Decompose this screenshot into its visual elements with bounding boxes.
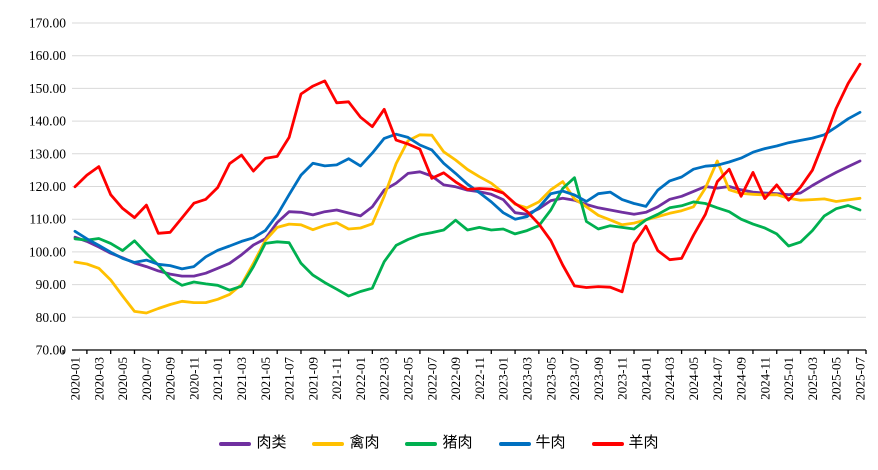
legend-label-mutton: 羊肉 (628, 435, 659, 451)
x-axis-label: 2025-03 (805, 357, 820, 400)
y-axis-label: 140.00 (29, 114, 66, 129)
y-axis-label: 70.00 (36, 343, 67, 358)
x-axis-label: 2021-01 (210, 357, 225, 400)
x-axis-label: 2021-09 (305, 357, 320, 400)
x-axis-label: 2023-03 (519, 357, 534, 400)
y-axis-label: 110.00 (29, 212, 66, 227)
x-axis-label: 2020-07 (139, 357, 154, 401)
x-axis-label: 2024-01 (638, 357, 653, 400)
x-axis-label: 2024-09 (734, 357, 749, 400)
x-axis-label: 2022-01 (353, 357, 368, 400)
y-axis-label: 100.00 (29, 244, 66, 259)
legend-item-mutton: 羊肉 (591, 435, 659, 451)
legend-label-pork: 猪肉 (442, 435, 473, 451)
x-axis-label: 2023-11 (615, 357, 630, 400)
x-axis-label: 2020-09 (163, 357, 178, 400)
x-axis-label: 2021-07 (282, 357, 297, 401)
y-axis-label: 120.00 (29, 179, 66, 194)
x-axis-label: 2023-09 (591, 357, 606, 400)
x-axis-label: 2020-11 (186, 357, 201, 400)
series-line-pork (73, 176, 862, 298)
x-axis-label: 2024-05 (686, 357, 701, 400)
x-axis-label: 2020-03 (91, 357, 106, 400)
legend-swatch-beef (498, 441, 531, 446)
legend-swatch-pork (405, 441, 438, 446)
x-axis-label: 2024-07 (710, 357, 725, 401)
y-axis-label: 130.00 (29, 146, 66, 161)
y-axis-label: 80.00 (36, 310, 67, 325)
legend-swatch-meat (219, 441, 252, 446)
x-axis-label: 2020-05 (115, 357, 130, 400)
x-axis-label: 2025-05 (829, 357, 844, 400)
legend-item-beef: 牛肉 (498, 435, 566, 451)
x-axis-label: 2021-05 (258, 357, 273, 400)
x-axis-label: 2021-11 (329, 357, 344, 400)
x-axis-label: 2024-11 (757, 357, 772, 400)
legend-swatch-poultry (312, 441, 345, 446)
x-axis-label: 2020-01 (68, 357, 83, 400)
series-line-poultry (73, 133, 862, 315)
legend-item-pork: 猪肉 (405, 435, 473, 451)
y-axis-label: 170.00 (29, 16, 66, 31)
x-axis-label: 2025-01 (781, 357, 796, 400)
x-axis-label: 2022-11 (472, 357, 487, 400)
x-axis-label: 2022-05 (401, 357, 416, 400)
legend-label-beef: 牛肉 (535, 435, 566, 451)
legend-item-poultry: 禽肉 (312, 436, 379, 451)
y-axis-label: 160.00 (29, 48, 66, 63)
series-line-beef (73, 110, 862, 271)
legend-label-meat: 肉类 (256, 435, 287, 451)
y-axis-label: 90.00 (36, 277, 67, 292)
x-axis-label: 2021-03 (234, 357, 249, 400)
legend-swatch-mutton (591, 441, 624, 446)
x-axis-label: 2022-07 (424, 357, 439, 401)
x-axis-label: 2024-03 (662, 357, 677, 400)
legend-item-meat: 肉类 (219, 436, 286, 451)
x-axis-label: 2022-03 (377, 357, 392, 400)
x-axis-label: 2022-09 (448, 357, 463, 400)
y-axis-label: 150.00 (29, 81, 66, 96)
x-axis-label: 2025-07 (853, 357, 868, 401)
x-axis-label: 2023-05 (543, 357, 558, 400)
x-axis-label: 2023-07 (567, 357, 582, 401)
legend-label-poultry: 禽肉 (349, 435, 380, 451)
x-axis-label: 2023-01 (496, 357, 511, 400)
legend: 肉类 禽肉 猪肉 牛肉 羊肉 (0, 436, 878, 451)
series-line-mutton (73, 62, 862, 294)
